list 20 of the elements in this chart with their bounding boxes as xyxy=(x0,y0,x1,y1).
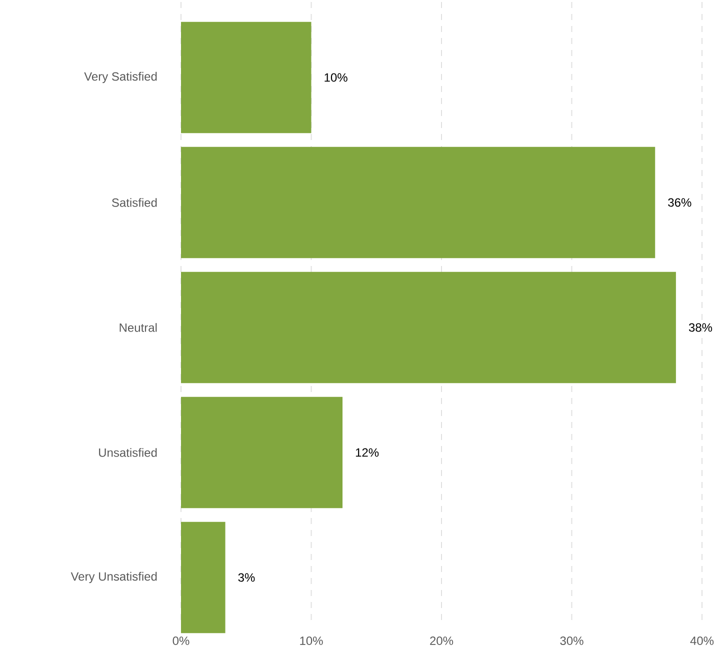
x-tick-label: 40% xyxy=(690,636,714,646)
data-label: 10% xyxy=(324,73,348,82)
bar xyxy=(181,22,312,134)
x-tick-label: 0% xyxy=(172,636,190,646)
y-tick-label: Very Unsatisfied xyxy=(70,572,157,584)
y-tick-label: Neutral xyxy=(120,323,157,332)
data-label: 36% xyxy=(668,198,692,207)
x-tick-label: 10% xyxy=(300,636,323,646)
data-label: 38% xyxy=(688,323,712,332)
x-tick-label: 20% xyxy=(430,636,454,646)
x-tick-label: 30% xyxy=(560,636,584,646)
bar xyxy=(181,522,226,634)
bar xyxy=(181,146,656,258)
bar xyxy=(181,272,676,384)
data-label: 3% xyxy=(238,573,255,582)
data-label: 12% xyxy=(356,448,379,457)
bar xyxy=(181,396,343,508)
y-tick-label: Satisfied xyxy=(112,198,157,207)
y-tick-label: Unsatisfied xyxy=(99,448,157,457)
y-tick-label: Very Satisfied xyxy=(84,72,157,84)
